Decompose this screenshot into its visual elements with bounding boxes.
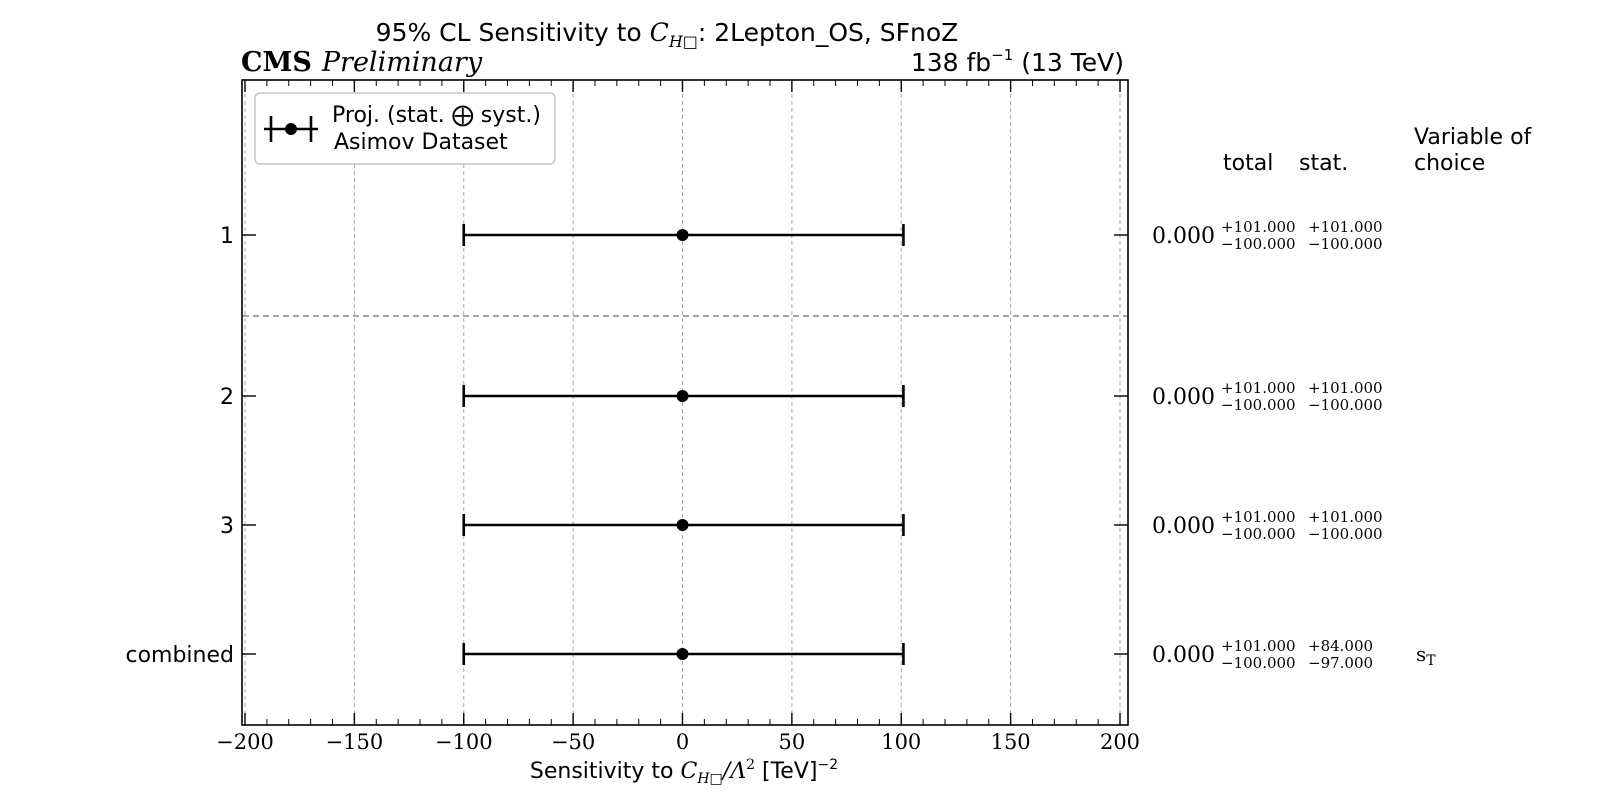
x-tick-label: 200: [1100, 730, 1140, 754]
x-axis-label: Sensitivity to CH□/Λ2 [TeV]−2: [530, 757, 838, 787]
x-tick-label: 150: [991, 730, 1031, 754]
stat-plus: +101.000: [1308, 218, 1383, 236]
row-label: 3: [220, 514, 234, 539]
legend-errorbar-icon: [264, 116, 318, 142]
variable-of-choice: sT: [1416, 642, 1436, 669]
central-point: [676, 519, 689, 531]
central-value: 0.000: [1152, 643, 1215, 668]
row-label: 1: [220, 224, 234, 249]
central-point: [676, 390, 689, 402]
row-label: 2: [220, 385, 234, 410]
x-tick-label: 50: [779, 730, 806, 754]
axis-ticks: −200 −150 −100 −50 0 50 100 150 200 1 2 3 combined: [125, 80, 1140, 754]
chart-title: 95% CL Sensitivity to CH□: 2Lepton_OS, S…: [376, 18, 959, 51]
stat-plus: +84.000: [1308, 637, 1373, 655]
total-plus: +101.000: [1221, 637, 1296, 655]
central-value: 0.000: [1152, 514, 1215, 539]
legend-line2: Asimov Dataset: [334, 130, 508, 155]
stat-plus: +101.000: [1308, 508, 1383, 526]
legend-box: [254, 92, 556, 165]
total-minus: −100.000: [1221, 396, 1296, 414]
total-minus: −100.000: [1221, 235, 1296, 253]
legend-line1: Proj. (stat. ⨁ syst.): [332, 103, 541, 128]
data-marks: [462, 224, 905, 665]
total-minus: −100.000: [1221, 654, 1296, 672]
x-tick-label: −200: [216, 730, 274, 754]
x-tick-label: −100: [435, 730, 493, 754]
values-table: 0.000 +101.000−100.000+101.000−100.0000.0…: [1152, 218, 1436, 672]
stat-minus: −100.000: [1308, 235, 1383, 253]
total-plus: +101.000: [1221, 218, 1296, 236]
central-value: 0.000: [1152, 224, 1215, 249]
central-value: 0.000: [1152, 385, 1215, 410]
column-header-total: total: [1223, 151, 1273, 176]
cms-text: CMS: [241, 47, 312, 78]
column-header-stat: stat.: [1299, 151, 1348, 176]
preliminary-text: Preliminary: [321, 47, 483, 78]
stat-plus: +101.000: [1308, 379, 1383, 397]
row-label: combined: [125, 643, 234, 668]
grid-lines: [244, 80, 1121, 725]
stat-minus: −100.000: [1308, 525, 1383, 543]
x-tick-label: 0: [676, 730, 689, 754]
x-tick-label: 100: [881, 730, 921, 754]
total-plus: +101.000: [1221, 379, 1296, 397]
legend: Proj. (stat. ⨁ syst.) Asimov Dataset: [254, 92, 556, 165]
total-minus: −100.000: [1221, 525, 1296, 543]
cms-label: CMS Preliminary: [241, 47, 483, 78]
stat-minus: −100.000: [1308, 396, 1383, 414]
central-point: [676, 229, 689, 241]
lumi-label: 138 fb−1 (13 TeV): [911, 46, 1124, 77]
plot-frame: [241, 79, 1129, 726]
central-point: [676, 648, 689, 660]
column-header-variable-line1: Variable of: [1414, 125, 1533, 150]
x-tick-label: −50: [551, 730, 595, 754]
column-header-variable-line2: choice: [1414, 151, 1485, 176]
total-plus: +101.000: [1221, 508, 1296, 526]
x-tick-label: −150: [326, 730, 384, 754]
stat-minus: −97.000: [1308, 654, 1373, 672]
